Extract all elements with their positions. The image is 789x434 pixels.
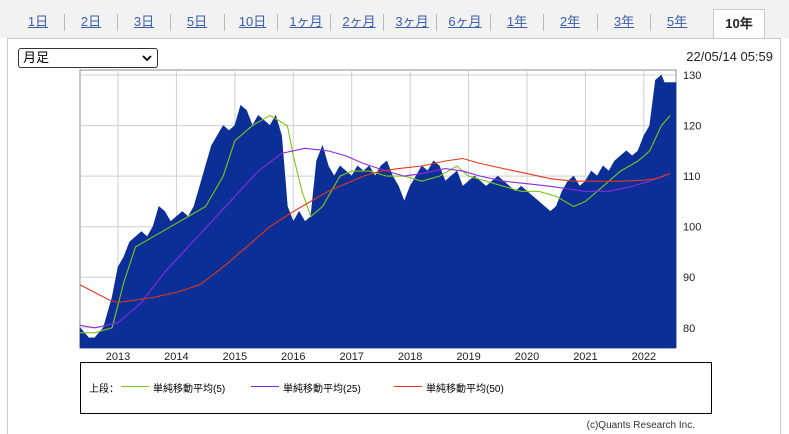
legend-swatch-ma5 [121, 386, 149, 387]
legend-swatch-ma50 [394, 386, 422, 387]
tab-8[interactable]: 6ヶ月 [448, 14, 482, 29]
y-tick-label: 120 [683, 121, 701, 133]
tab-6[interactable]: 2ヶ月 [342, 14, 376, 29]
price-area [79, 74, 677, 349]
x-tick-label: 2019 [456, 351, 480, 363]
chevron-down-icon [142, 55, 152, 62]
period-tab-bar [0, 0, 789, 38]
ma50-line [79, 157, 671, 304]
x-tick-label: 2022 [632, 351, 656, 363]
x-tick-label: 2018 [398, 351, 422, 363]
y-tick-label: 90 [683, 272, 695, 284]
period-select[interactable]: 月足 [18, 48, 158, 68]
tab-0[interactable]: 1日 [27, 14, 49, 29]
x-tick-label: 2014 [164, 351, 188, 363]
x-tick-label: 2015 [223, 351, 247, 363]
tab-4[interactable]: 10日 [238, 14, 267, 29]
tab-9[interactable]: 1年 [506, 14, 528, 29]
credit-text: (c)Quants Research Inc. [586, 420, 695, 431]
timestamp: 22/05/14 05:59 [686, 49, 773, 64]
tab-separator [330, 14, 331, 31]
tab-7[interactable]: 3ヶ月 [395, 14, 429, 29]
tab-10[interactable]: 2年 [559, 14, 581, 29]
legend-label-ma5: 単純移動平均(5) [153, 384, 226, 395]
tab-separator [650, 14, 651, 31]
legend-swatch-ma25 [251, 386, 279, 387]
ma25-line [79, 147, 671, 329]
tab-separator [383, 14, 384, 31]
x-tick-label: 2020 [515, 351, 539, 363]
y-tick-label: 130 [683, 70, 701, 82]
tab-separator [436, 14, 437, 31]
tab-separator [490, 14, 491, 31]
tab-separator [277, 14, 278, 31]
x-tick-label: 2021 [573, 351, 597, 363]
tab-2[interactable]: 3日 [133, 14, 155, 29]
y-tick-label: 100 [683, 222, 701, 234]
tab-13[interactable]: 10年 [713, 9, 765, 39]
tab-1[interactable]: 2日 [80, 14, 102, 29]
tab-separator [170, 14, 171, 31]
y-tick-label: 80 [683, 323, 695, 335]
tab-separator [224, 14, 225, 31]
tab-11[interactable]: 3年 [613, 14, 635, 29]
y-tick-label: 110 [683, 171, 701, 183]
legend: 上段： 単純移動平均(5) 単純移動平均(25) 単純移動平均(50) [80, 362, 712, 414]
x-tick-label: 2013 [106, 351, 130, 363]
x-tick-label: 2016 [281, 351, 305, 363]
ma5-line [80, 114, 671, 334]
legend-prefix: 上段： [89, 384, 119, 395]
tab-separator [117, 14, 118, 31]
tab-3[interactable]: 5日 [186, 14, 208, 29]
tab-separator [64, 14, 65, 31]
period-select-value: 月足 [23, 50, 50, 65]
tab-separator [543, 14, 544, 31]
x-tick-label: 2017 [339, 351, 363, 363]
legend-label-ma50: 単純移動平均(50) [426, 384, 504, 395]
legend-label-ma25: 単純移動平均(25) [283, 384, 361, 395]
tab-separator [597, 14, 598, 31]
tab-5[interactable]: 1ヶ月 [289, 14, 323, 29]
tab-12[interactable]: 5年 [666, 14, 688, 29]
